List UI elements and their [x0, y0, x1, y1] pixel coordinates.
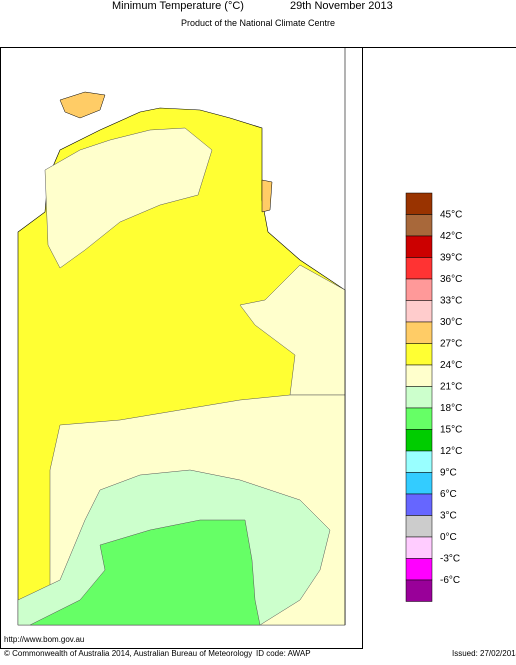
legend-label: 33°C	[440, 296, 462, 307]
id-code: ID code: AWAP	[256, 649, 311, 658]
legend-swatch	[406, 580, 432, 602]
map	[1, 48, 516, 649]
legend: 45°C 42°C 39°C 36°C 33°C 30°C 27°C 24°C 21°C 18°C…	[406, 193, 462, 602]
legend-swatch	[406, 451, 432, 473]
legend-label: 42°C	[440, 231, 462, 242]
legend-swatch	[406, 494, 432, 516]
legend-label: 21°C	[440, 382, 462, 393]
legend-label: 24°C	[440, 360, 462, 371]
legend-swatch	[406, 279, 432, 301]
legend-swatch	[406, 430, 432, 452]
date: 29th November 2013	[290, 0, 393, 12]
legend-swatch	[406, 322, 432, 344]
legend-swatch	[406, 193, 432, 215]
url: http://www.bom.gov.au	[4, 635, 84, 644]
title: Minimum Temperature (°C)	[112, 0, 244, 12]
legend-label: -3°C	[440, 554, 460, 565]
legend-swatch	[406, 365, 432, 387]
issued: Issued: 27/02/2014	[452, 649, 516, 658]
legend-swatch	[406, 344, 432, 366]
legend-swatch	[406, 236, 432, 258]
legend-swatch	[406, 537, 432, 559]
legend-label: 27°C	[440, 339, 462, 350]
legend-swatch	[406, 408, 432, 430]
legend-swatch	[406, 473, 432, 495]
legend-label: 39°C	[440, 253, 462, 264]
legend-label: 45°C	[440, 210, 462, 221]
legend-label: 12°C	[440, 446, 462, 457]
legend-label: 30°C	[440, 317, 462, 328]
legend-swatch	[406, 559, 432, 581]
legend-label: 0°C	[440, 532, 457, 543]
copyright: © Commonwealth of Australia 2014, Austra…	[4, 649, 252, 658]
legend-label: 15°C	[440, 425, 462, 436]
legend-swatch	[406, 301, 432, 323]
legend-label: 6°C	[440, 489, 457, 500]
legend-swatch	[406, 387, 432, 409]
legend-label: 18°C	[440, 403, 462, 414]
subtitle: Product of the National Climate Centre	[181, 18, 335, 28]
legend-label: 36°C	[440, 274, 462, 285]
legend-swatch	[406, 215, 432, 237]
legend-swatch	[406, 516, 432, 538]
legend-label: 9°C	[440, 468, 457, 479]
legend-label: 3°C	[440, 511, 457, 522]
legend-label: -6°C	[440, 575, 460, 586]
legend-swatch	[406, 258, 432, 280]
